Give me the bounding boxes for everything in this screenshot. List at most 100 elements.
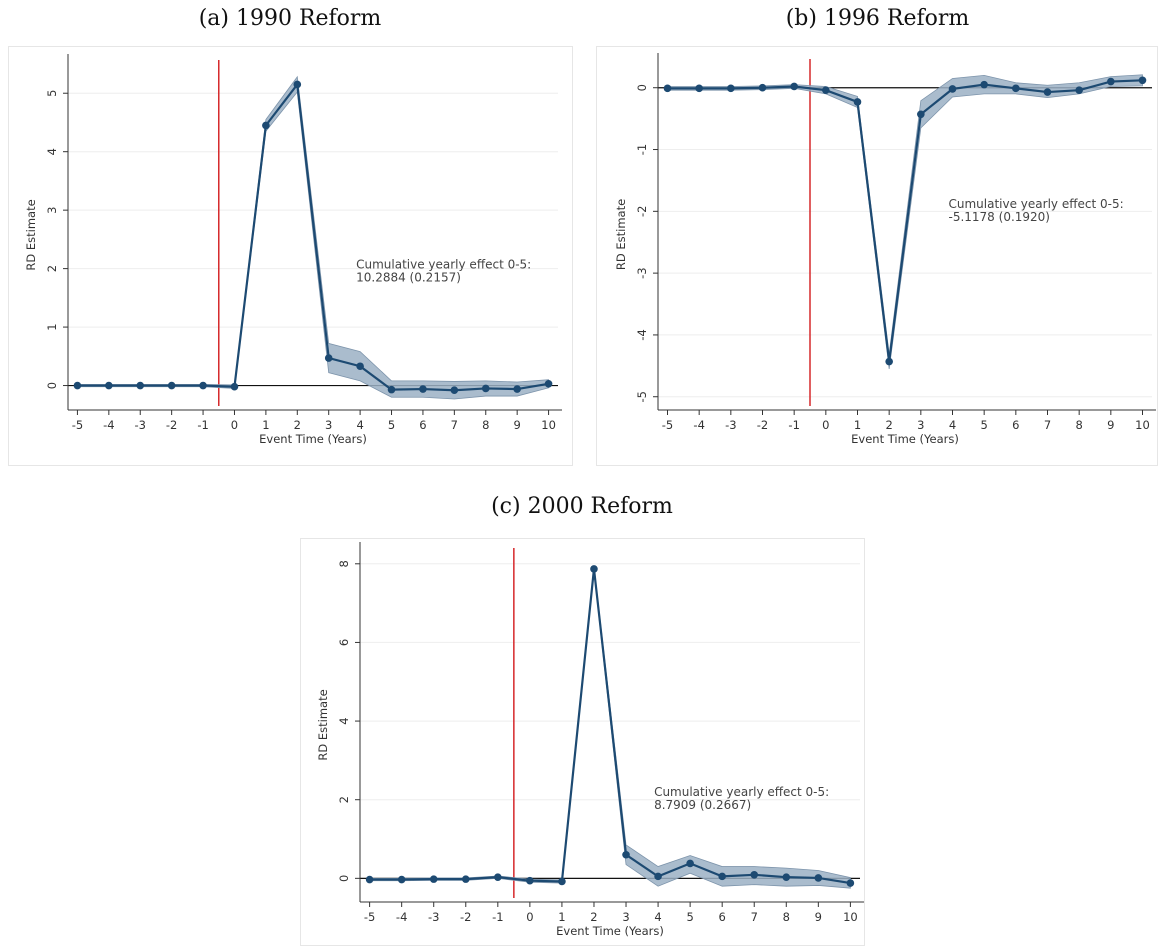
- series-line: [667, 79, 1143, 362]
- data-point: [758, 83, 767, 92]
- x-tick-label: 9: [815, 910, 822, 924]
- chart-b-svg: -5 -4 -3 -2 -1 0 -5 -4 -3 -2 -1 0 1 2 3 4 5 6 7 8 9 10 Event T…: [596, 46, 1158, 466]
- x-axis-label: Event Time (Years): [851, 432, 959, 446]
- series-line: [369, 568, 851, 885]
- x-tick-label: -3: [725, 418, 736, 432]
- panel-c-title: (c) 2000 Reform: [491, 494, 673, 519]
- panel-a-title: (a) 1990 Reform: [198, 6, 382, 31]
- y-tick-label: 6: [337, 639, 351, 646]
- x-tick-label: 7: [1044, 418, 1051, 432]
- chart-frame: [8, 46, 573, 466]
- y-axis-label: RD Estimate: [24, 199, 38, 270]
- panel-b-title: (b) 1996 Reform: [785, 6, 970, 31]
- data-point: [727, 84, 735, 93]
- x-tick-label: -2: [757, 418, 768, 432]
- x-tick-label: -5: [662, 418, 673, 432]
- panel-c: 0 2 4 6 8 -5 -4 -3 -2 -1 0 1 2 3 4 5 6 7 8 9 10 Event Time (Y…: [300, 538, 865, 946]
- data-point: [948, 85, 957, 93]
- data-point: [750, 871, 759, 879]
- x-tick-label: 8: [482, 418, 489, 432]
- x-tick-label: 3: [622, 910, 629, 924]
- data-point: [526, 876, 534, 885]
- data-point: [654, 872, 662, 881]
- y-tick-label: 5: [45, 90, 59, 97]
- data-point: [718, 872, 726, 881]
- y-tick-label: 4: [337, 717, 351, 724]
- x-tick-label: 3: [917, 418, 924, 432]
- data-point: [814, 874, 823, 882]
- x-tick-label: -4: [103, 418, 114, 432]
- x-tick-label: -5: [364, 910, 375, 924]
- x-tick-label: 6: [419, 418, 426, 432]
- x-tick-label: 10: [843, 910, 858, 924]
- series-line: [77, 81, 549, 392]
- y-tick-label: 4: [45, 148, 59, 155]
- y-tick-label: -3: [635, 267, 649, 278]
- x-tick-label: 9: [514, 418, 521, 432]
- y-tick-label: 8: [337, 560, 351, 567]
- x-tick-label: 2: [590, 910, 597, 924]
- x-tick-label: 7: [751, 910, 758, 924]
- x-tick-label: 3: [325, 418, 332, 432]
- x-tick-label: 8: [783, 910, 790, 924]
- data-point: [73, 381, 82, 390]
- x-tick-label: 0: [526, 910, 533, 924]
- data-point: [397, 875, 406, 884]
- chart-a-svg: 0 1 2 3 4 5 -5 -4 -3 -2 -1 0 1 2 3 4 5 6 7 8 9 10 Event Time (…: [8, 46, 573, 466]
- y-tick-label: 1: [45, 323, 59, 330]
- x-tick-label: 4: [654, 910, 661, 924]
- data-point: [429, 875, 438, 883]
- x-tick-label: 1: [854, 418, 861, 432]
- data-point: [365, 875, 374, 884]
- x-tick-label: 1: [558, 910, 565, 924]
- data-point: [782, 873, 791, 881]
- panel-b: -5 -4 -3 -2 -1 0 -5 -4 -3 -2 -1 0 1 2 3 4 5 6 7 8 9 10 Event T…: [596, 46, 1158, 466]
- data-point: [846, 879, 855, 887]
- x-tick-label: 1: [262, 418, 269, 432]
- x-tick-label: 7: [451, 418, 458, 432]
- y-tick-label: -1: [635, 144, 649, 155]
- data-point: [686, 859, 694, 868]
- effect-annotation: 10.2884 (0.2157): [356, 271, 461, 285]
- y-tick-label: -5: [635, 391, 649, 402]
- data-point: [980, 80, 988, 89]
- y-tick-label: 2: [337, 796, 351, 803]
- data-point: [885, 357, 893, 366]
- data-point: [450, 386, 459, 395]
- panel-a: 0 1 2 3 4 5 -5 -4 -3 -2 -1 0 1 2 3 4 5 6 7 8 9 10 Event Time (…: [8, 46, 573, 466]
- x-tick-label: -5: [72, 418, 83, 432]
- data-point: [1138, 76, 1147, 85]
- y-tick-label: 2: [45, 265, 59, 272]
- x-tick-label: 0: [822, 418, 829, 432]
- data-point: [262, 121, 270, 130]
- y-tick-label: 0: [45, 382, 59, 389]
- data-point: [1075, 86, 1083, 94]
- x-tick-label: 4: [356, 418, 363, 432]
- data-point: [513, 385, 521, 393]
- data-point: [387, 385, 396, 394]
- x-tick-label: 2: [886, 418, 893, 432]
- data-point: [1043, 88, 1052, 96]
- data-point: [356, 362, 364, 371]
- x-tick-label: -4: [396, 910, 407, 924]
- y-axis-label: RD Estimate: [614, 199, 628, 270]
- data-point: [790, 82, 798, 91]
- x-tick-label: -1: [492, 910, 503, 924]
- data-point: [293, 80, 302, 89]
- data-point: [622, 850, 630, 859]
- data-point: [105, 381, 113, 390]
- data-point: [558, 877, 566, 886]
- data-point: [481, 384, 490, 393]
- chart-c-svg: 0 2 4 6 8 -5 -4 -3 -2 -1 0 1 2 3 4 5 6 7 8 9 10 Event Time (Y…: [300, 538, 865, 946]
- effect-annotation: Cumulative yearly effect 0-5:: [949, 197, 1124, 211]
- x-tick-label: 10: [541, 418, 556, 432]
- data-point: [663, 84, 672, 93]
- y-tick-label: 3: [45, 206, 59, 213]
- data-point: [917, 110, 925, 119]
- y-tick-label: -4: [635, 329, 649, 340]
- effect-annotation: -5.1178 (0.1920): [949, 210, 1050, 224]
- x-tick-label: 6: [719, 910, 726, 924]
- x-axis-label: Event Time (Years): [556, 924, 664, 938]
- x-tick-label: -1: [788, 418, 799, 432]
- x-tick-label: 5: [388, 418, 395, 432]
